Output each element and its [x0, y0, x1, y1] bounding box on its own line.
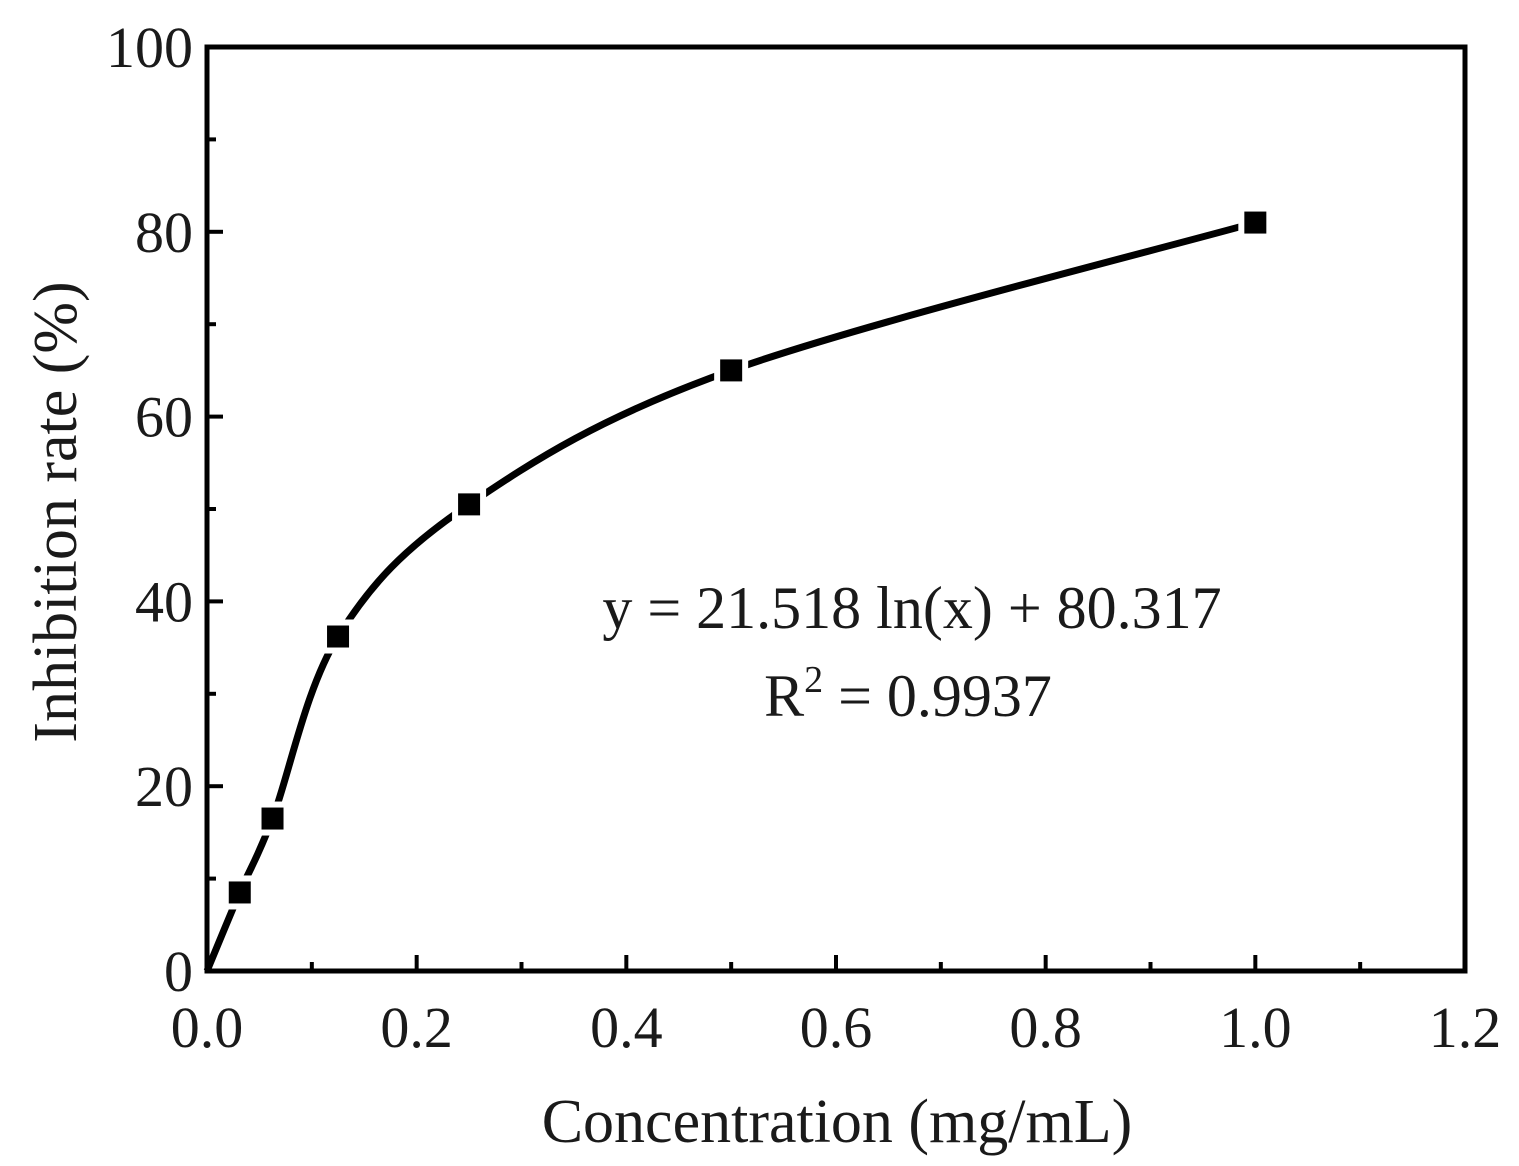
data-layer: [203, 205, 1273, 973]
x-tick-label: 0.0: [171, 995, 244, 1060]
y-tick-label: 100: [106, 15, 193, 80]
r-squared: R2 = 0.9937: [764, 659, 1052, 729]
x-tick-label: 0.4: [590, 995, 663, 1060]
x-axis-title: Concentration (mg/mL): [542, 1088, 1133, 1156]
data-point: [228, 881, 251, 904]
data-point: [327, 625, 350, 648]
x-tick-label: 0.8: [1009, 995, 1082, 1060]
fit-equation: y = 21.518 ln(x) + 80.317: [602, 575, 1221, 641]
data-point: [261, 807, 284, 830]
data-point: [720, 359, 743, 382]
y-tick-label: 20: [135, 754, 193, 819]
data-point: [1244, 211, 1267, 234]
r-squared-superscript: 2: [804, 659, 823, 701]
r-squared-prefix: R: [764, 663, 804, 729]
y-tick-label: 60: [135, 385, 193, 450]
y-tick-label: 0: [164, 939, 193, 1004]
axes: 0.0 0.2 0.4 0.6 0.8 1.0 1.2 0 20 40 60 80 100: [106, 15, 1501, 1060]
plot-frame: [204, 44, 1468, 974]
y-tick-label: 80: [135, 200, 193, 265]
y-axis-title: Inhibition rate (%): [22, 281, 90, 742]
x-tick-label: 1.0: [1219, 995, 1292, 1060]
data-point: [458, 493, 481, 516]
series-line: [203, 219, 1257, 973]
y-tick-label: 40: [135, 569, 193, 634]
x-tick-label: 0.6: [800, 995, 873, 1060]
r-squared-value: = 0.9937: [823, 663, 1052, 729]
x-tick-label: 0.2: [380, 995, 453, 1060]
x-tick-label: 1.2: [1429, 995, 1502, 1060]
